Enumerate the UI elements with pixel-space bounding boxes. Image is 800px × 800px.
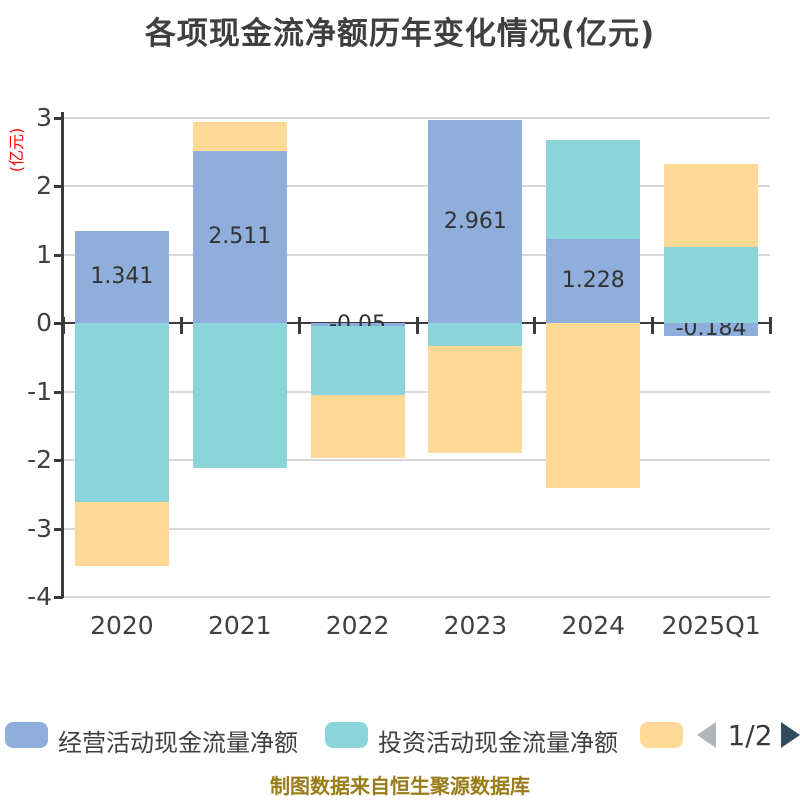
bar-value-label: 2.961 — [443, 208, 507, 234]
y-tick-label: -4 — [27, 582, 52, 611]
bar-segment-2021-s2[interactable] — [192, 121, 287, 151]
gridline — [63, 116, 770, 119]
x-tick-label: 2022 — [325, 611, 390, 640]
y-tick-label: -3 — [27, 513, 52, 543]
y-axis-line — [61, 112, 64, 598]
y-axis-tick — [54, 253, 63, 257]
y-tick-label: -2 — [27, 445, 52, 474]
gridline — [63, 390, 770, 393]
bar-value-label: 1.228 — [561, 267, 625, 293]
y-axis-tick — [54, 322, 63, 325]
gridline — [63, 527, 770, 530]
y-tick-label: 2 — [36, 171, 52, 200]
legend-label-1[interactable]: 投资活动现金流量净额 — [378, 729, 618, 757]
bar-segment-2025Q1-s1[interactable] — [664, 246, 759, 323]
legend-prev-button[interactable] — [697, 722, 716, 748]
legend-swatch-1[interactable] — [325, 722, 368, 748]
bar-segment-2024-s0[interactable] — [546, 238, 641, 323]
gridline — [63, 459, 770, 461]
gridline — [63, 596, 770, 598]
legend: 1/2 经营活动现金流量净额 投资活动现金流量净额 — [0, 719, 800, 757]
gridline — [63, 185, 770, 187]
bar-segment-2020-s2[interactable] — [74, 501, 169, 567]
bar-segment-2020-s0[interactable] — [74, 231, 169, 323]
chart-title: 各项现金流净额历年变化情况(亿元) — [144, 16, 656, 52]
y-axis-tick — [54, 390, 63, 394]
bar-segment-2022-s2[interactable] — [310, 394, 405, 458]
x-tick-label: 2025Q1 — [661, 611, 761, 640]
bar-segment-2025Q1-s2[interactable] — [664, 164, 759, 247]
bar-segment-2022-s0[interactable] — [310, 323, 405, 327]
y-axis-tick — [54, 116, 63, 120]
zero-axis-tick — [769, 317, 772, 334]
bar-segment-2023-s2[interactable] — [428, 346, 523, 454]
legend-swatch-0[interactable] — [5, 722, 48, 748]
bar-segment-2020-s1[interactable] — [74, 323, 169, 502]
legend-page-indicator: 1/2 — [727, 719, 773, 752]
gridline — [63, 253, 770, 256]
y-tick-label: -1 — [27, 376, 52, 406]
bar-segment-2024-s2[interactable] — [546, 323, 641, 489]
y-axis-tick — [54, 596, 63, 599]
zero-axis-tick — [179, 317, 183, 334]
bar-segment-2025Q1-s0[interactable] — [664, 323, 759, 336]
x-tick-label: 2021 — [207, 611, 272, 640]
y-axis-tick — [54, 527, 63, 531]
y-axis-tick — [54, 185, 63, 188]
bar-segment-2021-s0[interactable] — [192, 150, 287, 323]
bar-segment-2022-s1[interactable] — [310, 326, 405, 395]
x-tick-label: 2023 — [443, 611, 508, 640]
x-tick-label: 2024 — [561, 611, 626, 640]
data-source-caption: 制图数据来自恒生聚源数据库 — [270, 774, 530, 798]
bar-segment-2023-s1[interactable] — [428, 323, 523, 347]
bar-segment-2021-s1[interactable] — [192, 323, 287, 468]
y-axis-tick — [54, 459, 63, 462]
bar-segment-2023-s0[interactable] — [428, 120, 523, 323]
zero-axis-tick — [297, 317, 301, 334]
y-tick-label: 3 — [36, 102, 52, 132]
zero-axis-tick — [651, 317, 655, 334]
legend-next-button[interactable] — [781, 722, 800, 748]
legend-swatch-2[interactable] — [640, 722, 683, 748]
bar-value-label: 2.511 — [208, 223, 272, 249]
bar-value-label: 1.341 — [90, 264, 154, 290]
y-tick-label: 1 — [36, 239, 52, 269]
bar-segment-2024-s1[interactable] — [546, 140, 641, 239]
legend-label-0[interactable]: 经营活动现金流量净额 — [58, 729, 298, 757]
zero-axis-tick — [533, 317, 537, 334]
y-tick-label: 0 — [36, 308, 52, 337]
x-tick-label: 2020 — [90, 611, 154, 640]
zero-axis-tick — [415, 317, 419, 334]
